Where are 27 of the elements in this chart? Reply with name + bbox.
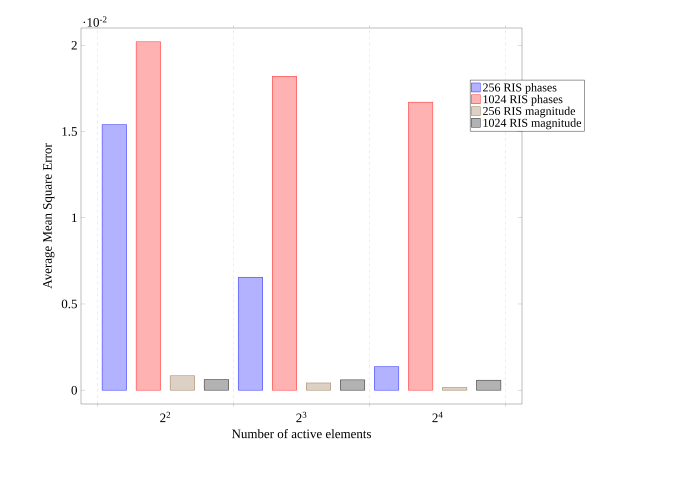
bar (408, 102, 434, 390)
bar (476, 380, 502, 390)
bar (170, 376, 195, 390)
legend-label: 1024 RIS phases (484, 94, 562, 106)
bar (306, 382, 331, 390)
x-tick-label: 2$^{4}$ (432, 412, 443, 422)
bar (374, 366, 400, 390)
bar (136, 42, 161, 390)
text: ·10$^{-2}$ (84, 16, 107, 27)
bar (442, 387, 468, 390)
legend-label: 256 RIS magnitude (483, 106, 576, 118)
bar (102, 124, 127, 390)
bar (340, 380, 365, 390)
y-tick-label: 2 (72, 40, 77, 50)
y-tick-label: 1 (72, 213, 77, 222)
legend-label: 1024 RIS magnitude (484, 118, 582, 130)
legend-label: 256 RIS phases (483, 83, 556, 94)
x-axis-title: Number of active elements (232, 428, 372, 438)
x-tick-label: 2$^{3}$ (296, 412, 306, 422)
x-tick-label: 2$^{2}$ (160, 412, 170, 422)
bar (238, 277, 263, 390)
y-tick-label: 0.5 (62, 300, 77, 308)
y-tick-label: 1.5 (62, 127, 77, 136)
bar (204, 379, 229, 390)
y-tick-label: 0 (72, 386, 77, 395)
y-axis-title: Average Mean Square Error (43, 143, 54, 289)
bar (272, 76, 297, 390)
